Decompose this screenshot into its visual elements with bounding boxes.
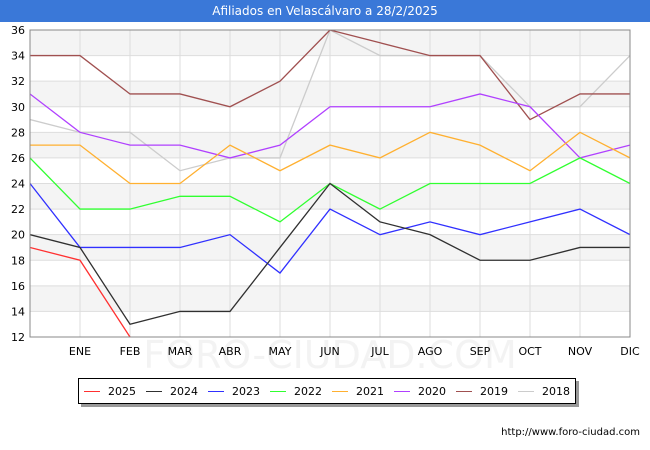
- legend-swatch: [146, 390, 162, 392]
- y-tick-label: 20: [11, 229, 25, 242]
- plot-border: [29, 29, 631, 338]
- legend-label: 2023: [232, 384, 260, 398]
- x-tick-label: NOV: [568, 345, 593, 358]
- y-tick-label: 26: [11, 152, 25, 165]
- x-tick-label: JUN: [319, 345, 340, 358]
- legend: 2025 2024 2023 2022 2021 2020 2019 2018: [78, 378, 576, 404]
- legend-label: 2025: [108, 384, 136, 398]
- y-tick-label: 16: [11, 280, 25, 293]
- x-tick-label: SEP: [470, 345, 491, 358]
- y-tick-label: 12: [11, 331, 25, 344]
- x-tick-label: ABR: [219, 345, 242, 358]
- watermark: FORO-CIUDAD.COM: [143, 333, 517, 377]
- x-axis-ticks: ENE FEB MAR ABR MAY JUN JUL AGO SEP OCT NOV DIC: [69, 345, 640, 358]
- series-line-2019: [30, 30, 630, 121]
- legend-entry-2021: 2021: [332, 385, 384, 398]
- x-tick-label: OCT: [518, 345, 541, 358]
- legend-entry-2018: 2018: [518, 385, 570, 398]
- y-tick-label: 30: [11, 101, 25, 114]
- source-footer: http://www.foro-ciudad.com: [501, 427, 640, 438]
- y-tick-label: 32: [11, 75, 25, 88]
- legend-swatch: [456, 390, 472, 392]
- x-tick-label: MAY: [269, 345, 292, 358]
- legend-swatch: [84, 390, 100, 392]
- x-tick-label: DIC: [620, 345, 640, 358]
- legend-swatch: [332, 390, 348, 392]
- legend-label: 2018: [542, 384, 570, 398]
- legend-entry-2020: 2020: [394, 385, 446, 398]
- legend-swatch: [270, 390, 286, 392]
- series-line-2021: [30, 131, 630, 185]
- y-tick-label: 22: [11, 203, 25, 216]
- legend-entry-2019: 2019: [456, 385, 508, 398]
- legend-entry-2023: 2023: [208, 385, 260, 398]
- chart-title: Afiliados en Velascálvaro a 28/2/2025: [0, 0, 650, 22]
- legend-swatch: [208, 390, 224, 392]
- x-tick-label: AGO: [418, 345, 443, 358]
- legend-label: 2020: [418, 384, 446, 398]
- y-tick-label: 14: [11, 305, 25, 318]
- x-tick-label: MAR: [168, 345, 193, 358]
- legend-entry-2022: 2022: [270, 385, 322, 398]
- y-tick-label: 18: [11, 254, 25, 267]
- y-tick-label: 34: [11, 50, 25, 63]
- x-tick-label: FEB: [120, 345, 141, 358]
- legend-swatch: [394, 390, 410, 392]
- series-line-2025: [30, 246, 131, 337]
- series-line-2020: [30, 93, 630, 159]
- y-tick-label: 36: [11, 24, 25, 37]
- legend-label: 2022: [294, 384, 322, 398]
- y-tick-label: 28: [11, 126, 25, 139]
- legend-label: 2019: [480, 384, 508, 398]
- legend-label: 2021: [356, 384, 384, 398]
- series-line-2023: [30, 183, 630, 274]
- series-line-2024: [30, 182, 630, 325]
- legend-label: 2024: [170, 384, 198, 398]
- y-axis-ticks: 12 14 16 18 20 22 24 26 28 30 32 34 36: [11, 24, 25, 344]
- legend-entry-2024: 2024: [146, 385, 198, 398]
- y-tick-label: 24: [11, 178, 25, 191]
- x-tick-label: ENE: [69, 345, 91, 358]
- legend-entry-2025: 2025: [84, 385, 136, 398]
- x-tick-label: JUL: [370, 345, 389, 358]
- legend-swatch: [518, 390, 534, 392]
